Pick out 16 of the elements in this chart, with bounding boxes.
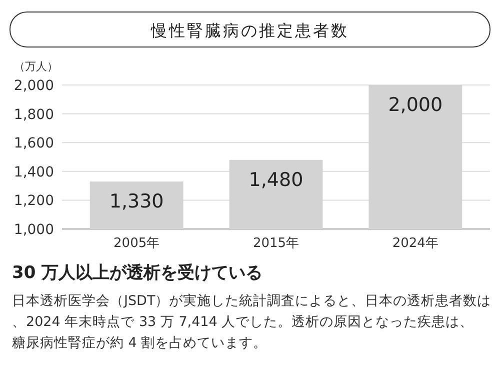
y-tick-label: 2,000 xyxy=(14,78,54,94)
x-tick-label: 2005年 xyxy=(114,236,160,251)
x-tick-label: 2015年 xyxy=(252,236,300,251)
data-label: 2,000 xyxy=(388,94,443,116)
data-label: 1,480 xyxy=(248,168,304,191)
text: 30 万人以上が透析を受けている xyxy=(12,263,263,283)
x-tick-label: 2024年 xyxy=(392,236,438,251)
text: 日本透析医学会（JSDT）が実施した統計調査によると、日本の透析患者数は、2024 年末時点で 33 万 7,414 人でした。透析の原因となった疾患は、糖尿病性腎症が約 4 割を占めています。 xyxy=(12,293,492,351)
y-tick-label: 1,600 xyxy=(14,136,54,152)
y-tick-label: 1,200 xyxy=(14,193,54,210)
y-tick-label: 1,800 xyxy=(14,106,54,123)
chart-title: 慢性腎臓病の推定患者数 xyxy=(150,21,349,40)
y-tick-label: 1,400 xyxy=(14,164,54,180)
data-label: 1,330 xyxy=(109,190,164,212)
y-tick-label: 1,000 xyxy=(14,222,54,238)
y-axis-title: （万人） xyxy=(14,60,58,73)
